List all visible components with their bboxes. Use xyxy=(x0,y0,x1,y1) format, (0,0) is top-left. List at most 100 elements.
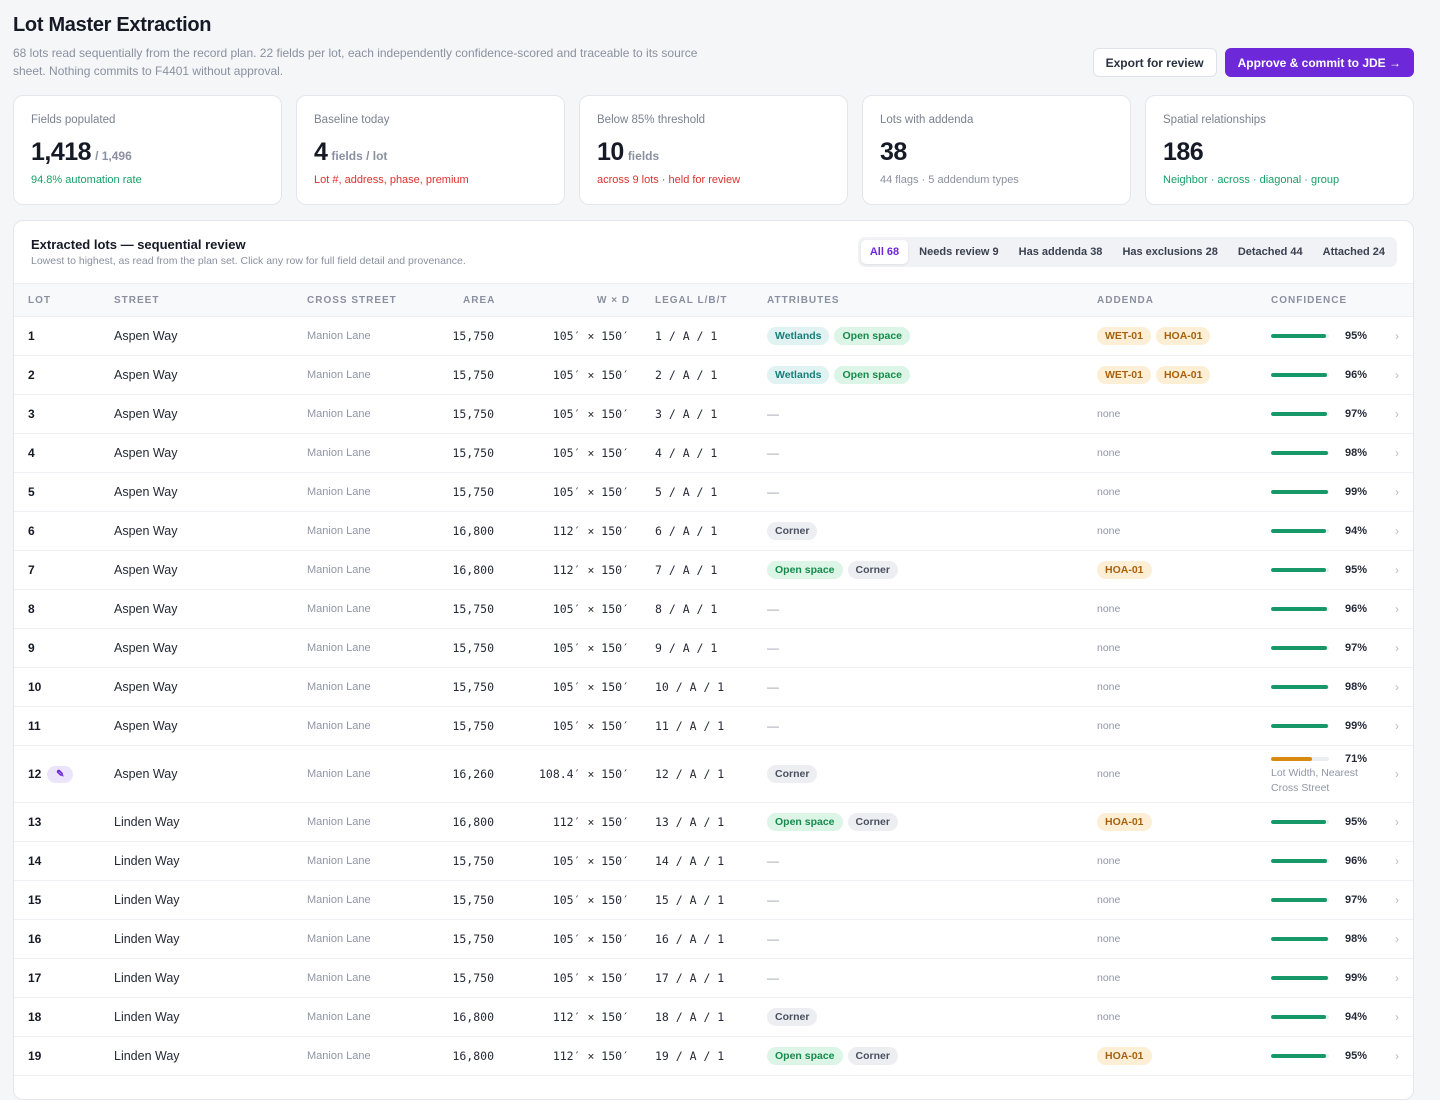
column-header-addenda[interactable]: ADDENDA xyxy=(1097,295,1154,306)
chevron-right-icon[interactable]: › xyxy=(1395,368,1399,382)
filter-has-addenda[interactable]: Has addenda 38 xyxy=(1018,246,1103,258)
addendum-pill[interactable]: HOA-01 xyxy=(1097,1047,1152,1065)
addendum-pill[interactable]: WET-01 xyxy=(1097,327,1151,345)
addenda-cell: none xyxy=(1097,590,1120,628)
table-row[interactable]: 17 Linden Way Manion Lane 15,750 105′ × 150′… xyxy=(14,959,1413,998)
filter-all[interactable]: All 68 xyxy=(860,240,909,264)
filter-attached[interactable]: Attached 24 xyxy=(1322,246,1385,258)
addendum-pill[interactable]: HOA-01 xyxy=(1097,813,1152,831)
street-cell: Aspen Way xyxy=(114,524,178,538)
chevron-right-icon[interactable]: › xyxy=(1395,446,1399,460)
chevron-right-icon[interactable]: › xyxy=(1395,602,1399,616)
chevron-right-icon[interactable]: › xyxy=(1395,329,1399,343)
column-header-lot[interactable]: LOT xyxy=(28,295,51,306)
table-row[interactable]: 8 Aspen Way Manion Lane 15,750 105′ × 150′ 8 … xyxy=(14,590,1413,629)
table-row[interactable]: 13 Linden Way Manion Lane 16,800 112′ × 150′… xyxy=(14,803,1413,842)
area-cell: 15,750 xyxy=(452,368,494,382)
card-value: 10 xyxy=(597,138,624,166)
legal-cell: 14 / A / 1 xyxy=(655,854,725,868)
column-header-confidence[interactable]: CONFIDENCE xyxy=(1271,295,1348,306)
table-row[interactable]: 19 Linden Way Manion Lane 16,800 112′ × 150′… xyxy=(14,1037,1413,1076)
chevron-right-icon[interactable]: › xyxy=(1395,854,1399,868)
chevron-right-icon[interactable]: › xyxy=(1395,524,1399,538)
chevron-right-icon[interactable]: › xyxy=(1395,932,1399,946)
addenda-cell: HOA-01 xyxy=(1097,551,1152,589)
dimensions-cell: 105′ × 150′ xyxy=(552,854,629,868)
lot-number-cell: 1 xyxy=(28,317,35,355)
table-row[interactable]: 10 Aspen Way Manion Lane 15,750 105′ × 150′ 1… xyxy=(14,668,1413,707)
attributes-cell: Corner xyxy=(767,746,818,802)
addenda-cell: none xyxy=(1097,512,1120,550)
column-header-legal[interactable]: LEGAL L/B/T xyxy=(655,295,728,306)
table-row[interactable]: 5 Aspen Way Manion Lane 15,750 105′ × 150′ 5 … xyxy=(14,473,1413,512)
table-row[interactable]: 18 Linden Way Manion Lane 16,800 112′ × 150′… xyxy=(14,998,1413,1037)
addenda-cell: none xyxy=(1097,881,1120,919)
card-note: Lot #, address, phase, premium xyxy=(314,174,469,186)
table-row[interactable]: 3 Aspen Way Manion Lane 15,750 105′ × 150′ 3 … xyxy=(14,395,1413,434)
lot-number: 12 xyxy=(28,767,42,781)
chevron-right-icon[interactable]: › xyxy=(1395,1049,1399,1063)
confidence-bar xyxy=(1271,685,1329,689)
table-row[interactable]: 4 Aspen Way Manion Lane 15,750 105′ × 150′ 4 … xyxy=(14,434,1413,473)
empty-attributes: — xyxy=(767,446,779,460)
confidence-percent: 97% xyxy=(1344,642,1367,654)
addenda-cell: none xyxy=(1097,668,1120,706)
confidence-bar xyxy=(1271,334,1329,338)
cross-street-cell: Manion Lane xyxy=(307,1011,371,1023)
addendum-pill[interactable]: HOA-01 xyxy=(1097,561,1152,579)
addendum-pill[interactable]: HOA-01 xyxy=(1155,327,1211,345)
cross-street-cell: Manion Lane xyxy=(307,408,371,420)
column-header-w-d[interactable]: W × D xyxy=(597,295,631,306)
chevron-right-icon[interactable]: › xyxy=(1395,563,1399,577)
confidence-bar xyxy=(1271,859,1329,863)
chevron-right-icon[interactable]: › xyxy=(1395,971,1399,985)
legal-cell: 6 / A / 1 xyxy=(655,524,718,538)
confidence-cell: 96% xyxy=(1271,590,1367,628)
street-cell: Aspen Way xyxy=(114,563,178,577)
chevron-right-icon[interactable]: › xyxy=(1395,815,1399,829)
table-row[interactable]: 15 Linden Way Manion Lane 15,750 105′ × 150′… xyxy=(14,881,1413,920)
addendum-pill[interactable]: WET-01 xyxy=(1097,366,1151,384)
chevron-right-icon[interactable]: › xyxy=(1395,767,1399,781)
chevron-right-icon[interactable]: › xyxy=(1395,719,1399,733)
street-cell: Aspen Way xyxy=(114,680,178,694)
column-header-area[interactable]: AREA xyxy=(463,295,496,306)
chevron-right-icon[interactable]: › xyxy=(1395,893,1399,907)
cross-street-cell: Manion Lane xyxy=(307,486,371,498)
table-row[interactable]: 11 Aspen Way Manion Lane 15,750 105′ × 150′ 1… xyxy=(14,707,1413,746)
area-cell: 16,260 xyxy=(452,767,494,781)
chevron-right-icon[interactable]: › xyxy=(1395,680,1399,694)
attributes-cell: — xyxy=(767,959,779,997)
filter-needs-review[interactable]: Needs review 9 xyxy=(919,246,999,258)
card-label: Lots with addenda xyxy=(880,114,974,126)
table-row[interactable]: 12 ✎ Aspen Way Manion Lane 16,260 108.4′ × 15… xyxy=(14,746,1413,803)
attribute-pill: Open space xyxy=(767,561,843,579)
card-baseline-today: Baseline today 4 fields / lot Lot #, addr… xyxy=(296,95,565,205)
chevron-right-icon[interactable]: › xyxy=(1395,1010,1399,1024)
card-value: 4 xyxy=(314,138,328,166)
column-header-street[interactable]: STREET xyxy=(114,295,160,306)
area-cell: 16,800 xyxy=(452,524,494,538)
filter-has-exclusions[interactable]: Has exclusions 28 xyxy=(1122,246,1218,258)
column-header-cross-street[interactable]: CROSS STREET xyxy=(307,295,397,306)
table-row[interactable]: 16 Linden Way Manion Lane 15,750 105′ × 150′… xyxy=(14,920,1413,959)
chevron-right-icon[interactable]: › xyxy=(1395,641,1399,655)
chevron-right-icon[interactable]: › xyxy=(1395,407,1399,421)
table-row[interactable]: 7 Aspen Way Manion Lane 16,800 112′ × 150′ 7 … xyxy=(14,551,1413,590)
table-row[interactable]: 9 Aspen Way Manion Lane 15,750 105′ × 150′ 9 … xyxy=(14,629,1413,668)
panel-subtitle: Lowest to highest, as read from the plan… xyxy=(31,255,466,267)
column-header-attributes[interactable]: ATTRIBUTES xyxy=(767,295,840,306)
addendum-pill[interactable]: HOA-01 xyxy=(1155,366,1211,384)
table-row[interactable]: 14 Linden Way Manion Lane 15,750 105′ × 150′… xyxy=(14,842,1413,881)
export-for-review-button[interactable]: Export for review xyxy=(1092,48,1217,77)
table-row[interactable]: 1 Aspen Way Manion Lane 15,750 105′ × 150′ 1 … xyxy=(14,317,1413,356)
table-row[interactable]: 6 Aspen Way Manion Lane 16,800 112′ × 150′ 6 … xyxy=(14,512,1413,551)
chevron-right-icon[interactable]: › xyxy=(1395,485,1399,499)
confidence-bar-fill xyxy=(1271,646,1328,650)
attribute-pill: Open space xyxy=(767,813,843,831)
approve-commit-button[interactable]: Approve & commit to JDE → xyxy=(1224,48,1414,77)
area-cell: 15,750 xyxy=(452,680,494,694)
addenda-cell: none xyxy=(1097,959,1120,997)
filter-detached[interactable]: Detached 44 xyxy=(1237,246,1303,258)
table-row[interactable]: 2 Aspen Way Manion Lane 15,750 105′ × 150′ 2 … xyxy=(14,356,1413,395)
